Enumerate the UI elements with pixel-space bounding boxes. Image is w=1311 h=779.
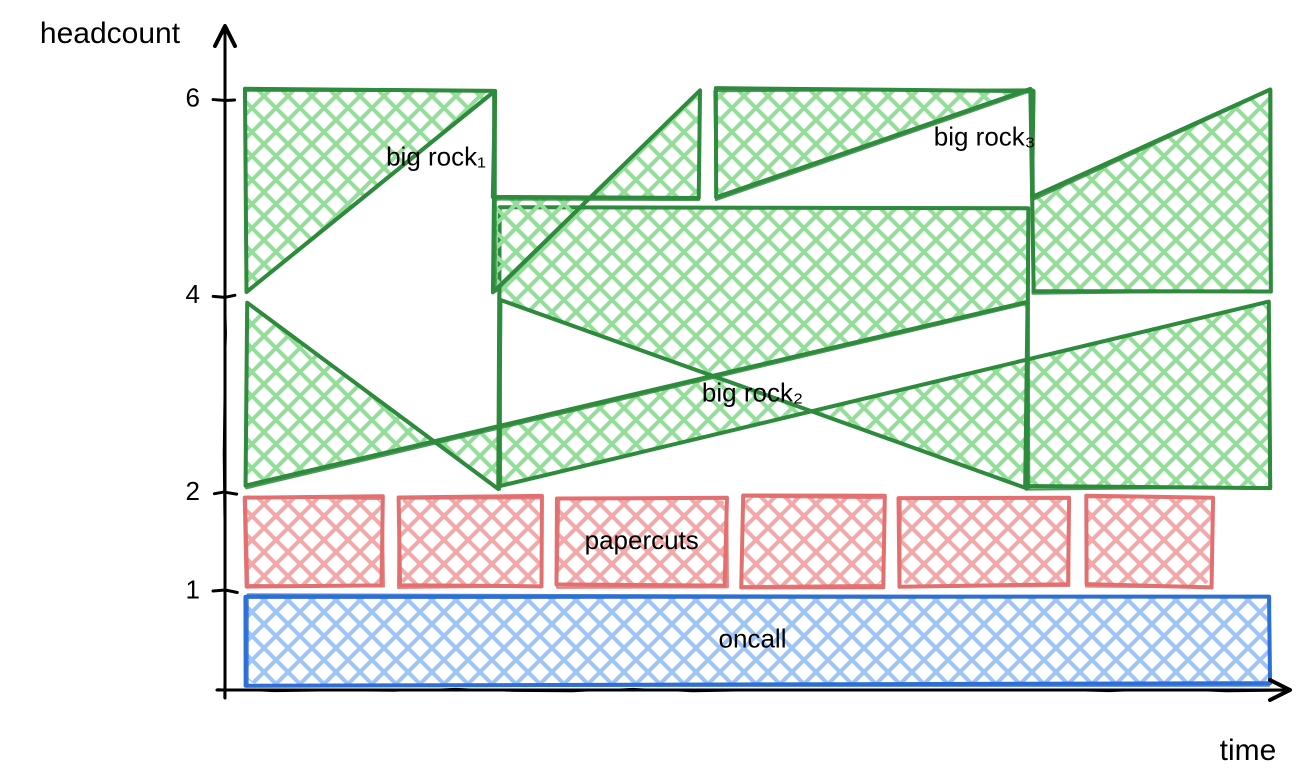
headcount-gantt-chart: oncall papercuts big rock₂ big rock₁ big roc… [0, 0, 1311, 779]
block-label-bigrock3: big rock₃ [934, 122, 1036, 152]
ytick-4: 4 [186, 279, 200, 309]
blocks: oncall papercuts big rock₂ big rock₁ big roc… [0, 0, 1311, 779]
ytick-6: 6 [186, 82, 200, 112]
block-label-oncall: oncall [719, 624, 787, 654]
y-axis-label: headcount [40, 17, 181, 50]
block-label-pc3: papercuts [585, 525, 699, 555]
block-label-bigrock1: big rock₁ [386, 141, 486, 171]
block-label-bigrock2: big rock₂ [702, 378, 803, 408]
ytick-2: 2 [186, 476, 200, 506]
x-axis-label: time [1220, 734, 1277, 767]
ytick-1: 1 [186, 574, 200, 604]
